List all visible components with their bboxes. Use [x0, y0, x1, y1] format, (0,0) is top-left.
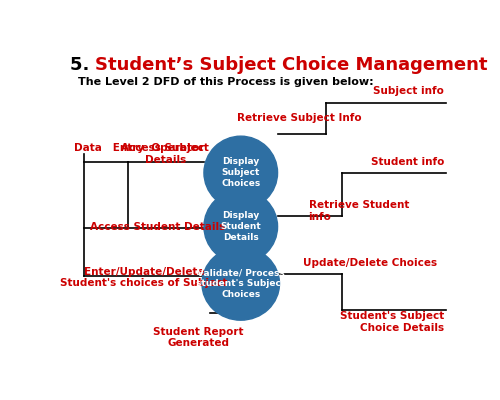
Ellipse shape [204, 190, 278, 263]
Text: Access Student Details: Access Student Details [90, 222, 225, 232]
Text: Student info: Student info [371, 156, 444, 166]
Text: Data   Entry  Operator: Data Entry Operator [74, 143, 204, 153]
Text: Student’s Subject Choice Management: Student’s Subject Choice Management [96, 56, 488, 74]
Text: Retrieve Subject Info: Retrieve Subject Info [236, 114, 361, 124]
Text: Display
Student
Details: Display Student Details [220, 211, 261, 242]
Text: Subject info: Subject info [374, 86, 444, 96]
Text: Enter/Update/Delete
Student's choices of Subject: Enter/Update/Delete Student's choices of… [60, 267, 228, 288]
Text: The Level 2 DFD of this Process is given below:: The Level 2 DFD of this Process is given… [78, 77, 374, 87]
Text: Access Subject
Details: Access Subject Details [121, 144, 209, 165]
Text: Update/Delete Choices: Update/Delete Choices [303, 258, 437, 268]
Ellipse shape [202, 247, 280, 320]
Text: Display
Subject
Choices: Display Subject Choices [221, 157, 260, 188]
Text: Validate/ Process
student's Subject
Choices: Validate/ Process student's Subject Choi… [196, 268, 286, 299]
Text: Retrieve Student
info: Retrieve Student info [308, 200, 409, 222]
Ellipse shape [204, 136, 278, 209]
Text: 5.: 5. [70, 56, 96, 74]
Text: Student's Subject
Choice Details: Student's Subject Choice Details [340, 311, 444, 333]
Text: Student Report
Generated: Student Report Generated [153, 327, 244, 348]
